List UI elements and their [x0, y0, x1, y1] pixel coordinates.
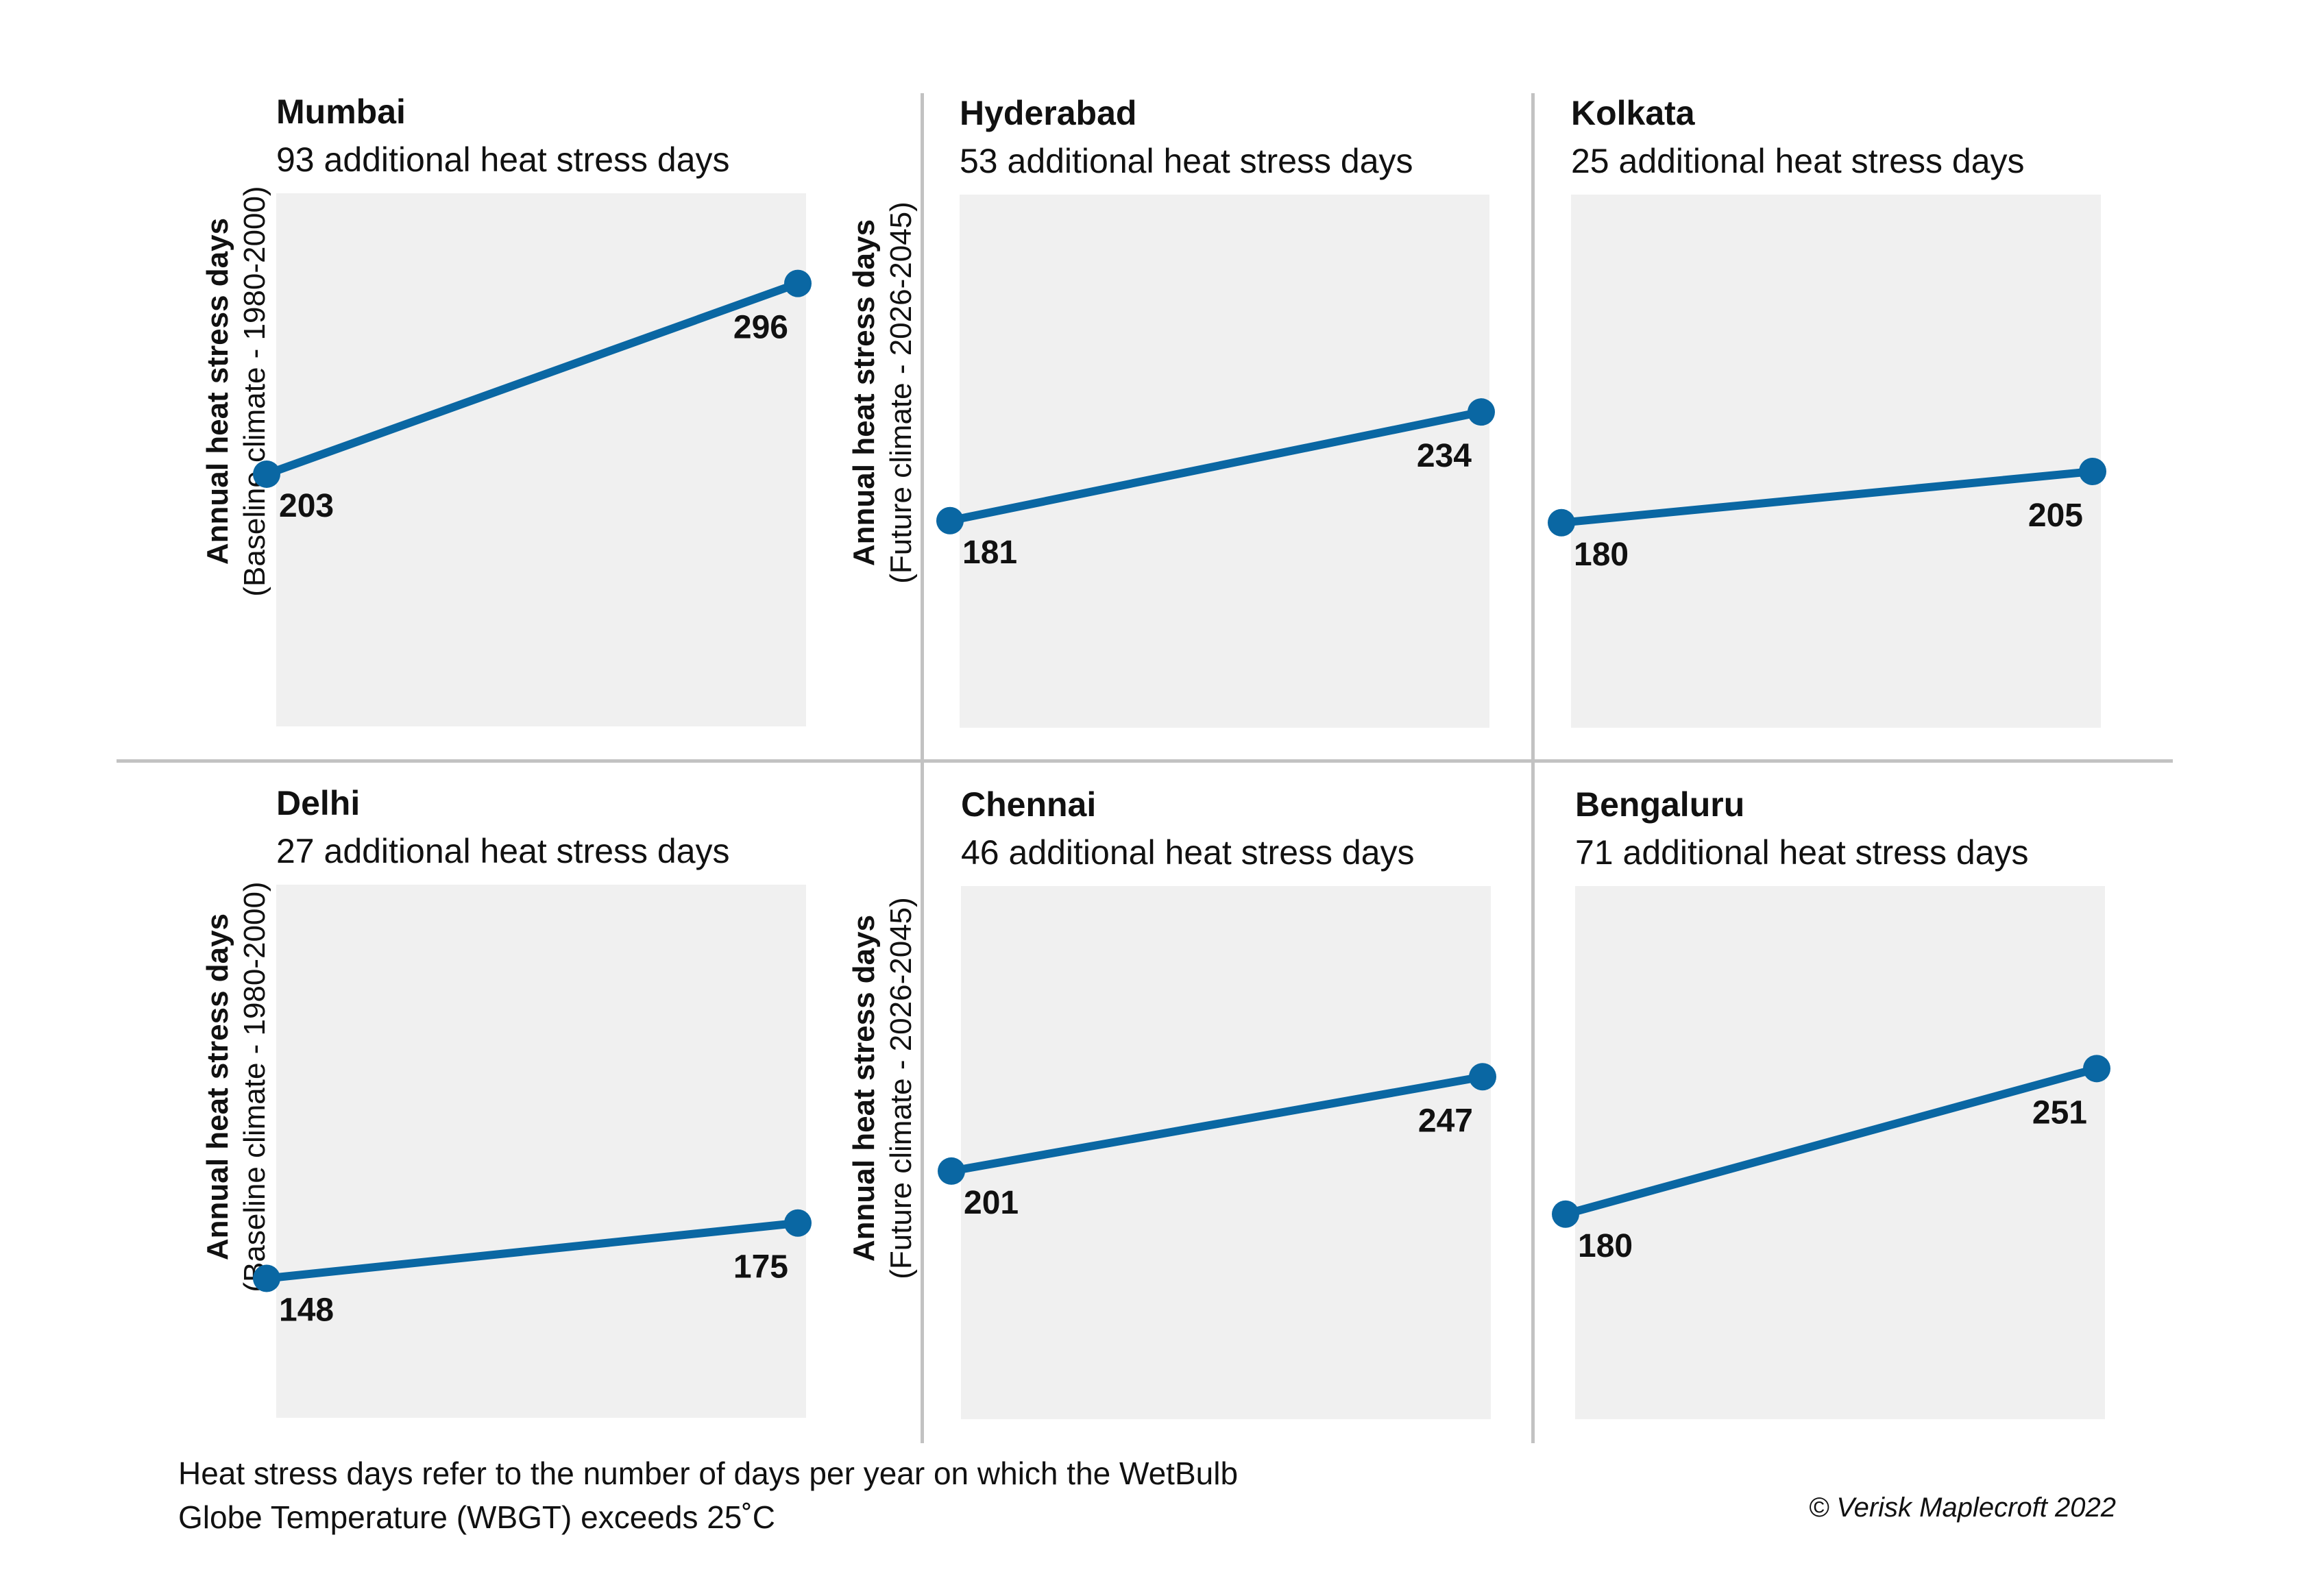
data-point: [784, 1209, 812, 1237]
data-label: 181: [962, 535, 1017, 571]
panel-title: Chennai: [961, 785, 1097, 824]
footnote: Heat stress days refer to the number of …: [178, 1451, 1481, 1539]
panel-subtitle: 93 additional heat stress days: [276, 140, 730, 179]
data-label: 180: [1574, 537, 1629, 573]
data-label: 205: [2028, 498, 2083, 534]
vertical-divider-left: [921, 93, 924, 1443]
line-chart-bengaluru: 180 251: [1552, 886, 2110, 1419]
data-point: [2079, 457, 2106, 485]
vertical-divider-right: [1531, 93, 1535, 1443]
data-label: 148: [279, 1292, 334, 1329]
data-point: [253, 460, 280, 488]
data-label: 201: [964, 1185, 1019, 1221]
line-chart-chennai: 201 247: [938, 886, 1496, 1419]
panel-title: Bengaluru: [1575, 785, 1745, 824]
panel-title: Delhi: [276, 784, 361, 822]
plot-area: [276, 193, 806, 726]
footnote-line-2: Globe Temperature (WBGT) exceeds 25˚C: [178, 1499, 775, 1535]
panel-subtitle: 27 additional heat stress days: [276, 832, 730, 870]
data-point: [784, 269, 812, 297]
line-chart-mumbai: 203 296: [253, 193, 812, 726]
line-chart-kolkata: 180 205: [1548, 195, 2106, 728]
panel-delhi: Delhi 27 additional heat stress days 148…: [253, 783, 893, 1469]
plot-area: [276, 885, 806, 1418]
panel-title: Mumbai: [276, 93, 406, 131]
data-point: [1468, 398, 1495, 426]
panel-subtitle: 53 additional heat stress days: [960, 142, 1413, 180]
footnote-line-1: Heat stress days refer to the number of …: [178, 1456, 1239, 1491]
y-axis-label-baseline-top: Annual heat stress days (Baseline climat…: [199, 117, 273, 665]
data-label: 203: [279, 488, 334, 524]
data-label: 247: [1418, 1103, 1473, 1139]
series-line: [263, 279, 802, 478]
data-point: [1548, 508, 1575, 537]
panel-subtitle: 25 additional heat stress days: [1571, 142, 2025, 180]
line-chart-delhi: 148 175: [253, 885, 812, 1418]
panel-bengaluru: Bengaluru 71 additional heat stress days…: [1552, 785, 2192, 1470]
data-point: [253, 1264, 280, 1292]
panel-title: Hyderabad: [960, 94, 1137, 132]
series-line: [263, 1218, 802, 1283]
panel-chennai: Chennai 46 additional heat stress days 2…: [938, 785, 1578, 1470]
panel-subtitle: 46 additional heat stress days: [961, 833, 1415, 872]
y-axis-period: (Baseline climate - 1980-2000): [238, 186, 271, 597]
data-point: [936, 506, 964, 535]
data-point: [1469, 1063, 1496, 1091]
horizontal-divider: [117, 759, 2173, 763]
series-line: [946, 408, 1485, 525]
panel-hyderabad: Hyderabad 53 additional heat stress days…: [936, 93, 1576, 778]
line-chart-hyderabad: 181 234: [936, 195, 1495, 728]
data-label: 234: [1417, 438, 1472, 474]
plot-area: [1575, 886, 2105, 1419]
y-axis-title: Annual heat stress days: [201, 913, 234, 1261]
panel-mumbai: Mumbai 93 additional heat stress days 20…: [253, 92, 893, 777]
series-line: [1557, 467, 2097, 527]
data-label: 180: [1578, 1228, 1633, 1264]
series-line: [947, 1072, 1487, 1175]
data-label: 296: [733, 310, 788, 346]
data-point: [938, 1157, 965, 1185]
panel-subtitle: 71 additional heat stress days: [1575, 833, 2029, 872]
y-axis-title: Annual heat stress days: [201, 217, 234, 565]
series-line: [1561, 1064, 2101, 1218]
plot-area: [1571, 195, 2101, 728]
data-label: 251: [2032, 1094, 2087, 1131]
panel-title: Kolkata: [1571, 94, 1695, 132]
copyright: © Verisk Maplecroft 2022: [1808, 1493, 2116, 1523]
panel-kolkata: Kolkata 25 additional heat stress days 1…: [1548, 93, 2188, 778]
data-point: [1552, 1200, 1579, 1228]
data-label: 175: [733, 1249, 788, 1286]
data-point: [2083, 1055, 2110, 1083]
